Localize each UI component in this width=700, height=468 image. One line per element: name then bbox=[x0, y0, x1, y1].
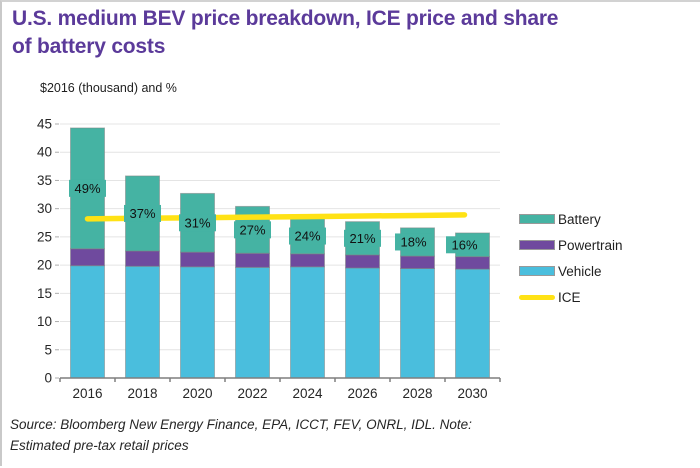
y-axis-label-25: 25 bbox=[37, 229, 52, 244]
chart-legend: Battery Powertrain Vehicle ICE bbox=[519, 211, 623, 315]
battery-share-label-bg-2030 bbox=[446, 236, 483, 254]
legend-item-battery: Battery bbox=[519, 211, 623, 227]
bar-segment-vehicle-2030 bbox=[455, 268, 490, 379]
legend-label-vehicle: Vehicle bbox=[558, 263, 602, 279]
x-axis-label-2030: 2030 bbox=[457, 386, 487, 401]
battery-share-label-2016: 49% bbox=[74, 181, 100, 196]
bar-segment-powertrain-2030 bbox=[455, 256, 490, 270]
legend-label-ice: ICE bbox=[558, 289, 581, 305]
y-axis-label-40: 40 bbox=[37, 145, 52, 160]
bar-segment-powertrain-2024 bbox=[290, 253, 325, 268]
battery-share-label-bg-2026 bbox=[344, 229, 381, 247]
battery-share-label-bg-2020 bbox=[179, 214, 216, 232]
y-axis-label-5: 5 bbox=[44, 342, 52, 357]
legend-item-powertrain: Powertrain bbox=[519, 237, 623, 253]
battery-share-label-bg-2024 bbox=[289, 227, 326, 245]
battery-share-label-2028: 18% bbox=[400, 234, 426, 249]
y-axis-label-45: 45 bbox=[37, 117, 52, 132]
bar-segment-powertrain-2018 bbox=[125, 250, 160, 267]
y-axis-label-35: 35 bbox=[37, 173, 52, 188]
x-axis-label-2026: 2026 bbox=[347, 386, 377, 401]
bar-segment-powertrain-2016 bbox=[70, 248, 105, 267]
battery-share-label-bg-2016 bbox=[69, 179, 106, 197]
y-axis-label-10: 10 bbox=[37, 314, 52, 329]
chart-title-line2: of battery costs bbox=[12, 35, 166, 58]
legend-item-vehicle: Vehicle bbox=[519, 263, 623, 279]
x-axis-label-2020: 2020 bbox=[182, 386, 212, 401]
legend-swatch-vehicle-icon bbox=[519, 266, 555, 276]
bar-segment-vehicle-2028 bbox=[400, 267, 435, 379]
x-axis-label-2016: 2016 bbox=[72, 386, 102, 401]
source-note: Source: Bloomberg New Energy Finance, EP… bbox=[10, 414, 690, 456]
bar-segment-vehicle-2022 bbox=[235, 266, 270, 379]
y-axis-label-30: 30 bbox=[37, 201, 52, 216]
battery-share-label-bg-2022 bbox=[234, 221, 271, 239]
legend-label-battery: Battery bbox=[558, 211, 601, 227]
x-axis-label-2028: 2028 bbox=[402, 386, 432, 401]
bar-segment-vehicle-2026 bbox=[345, 267, 380, 379]
axis-unit-label: $2016 (thousand) and % bbox=[40, 81, 177, 95]
legend-item-ice: ICE bbox=[519, 289, 623, 305]
x-axis-label-2024: 2024 bbox=[292, 386, 323, 401]
legend-label-powertrain: Powertrain bbox=[558, 237, 623, 253]
legend-swatch-battery-icon bbox=[519, 214, 555, 224]
y-axis-label-20: 20 bbox=[37, 258, 52, 273]
bar-segment-vehicle-2016 bbox=[70, 265, 105, 379]
legend-swatch-powertrain-icon bbox=[519, 240, 555, 250]
chart-title: U.S. medium BEV price breakdown, ICE pri… bbox=[12, 5, 672, 61]
legend-swatch-ice-icon bbox=[519, 294, 555, 300]
chart-title-line1: U.S. medium BEV price breakdown, ICE pri… bbox=[12, 7, 559, 30]
bar-segment-vehicle-2018 bbox=[125, 265, 160, 379]
battery-share-label-2020: 31% bbox=[184, 215, 210, 230]
source-note-line2: Estimated pre-tax retail prices bbox=[10, 438, 189, 453]
battery-share-label-2022: 27% bbox=[239, 222, 265, 237]
source-note-line1: Source: Bloomberg New Energy Finance, EP… bbox=[10, 417, 472, 432]
bar-segment-powertrain-2026 bbox=[345, 254, 380, 269]
battery-share-label-2026: 21% bbox=[349, 231, 375, 246]
y-axis-label-0: 0 bbox=[44, 371, 52, 386]
x-axis-label-2018: 2018 bbox=[127, 386, 157, 401]
bar-segment-vehicle-2024 bbox=[290, 266, 325, 379]
battery-share-label-2024: 24% bbox=[294, 229, 320, 244]
battery-share-label-2030: 16% bbox=[451, 237, 477, 252]
bar-segment-powertrain-2028 bbox=[400, 255, 435, 269]
x-axis-label-2022: 2022 bbox=[237, 386, 267, 401]
battery-share-label-2018: 37% bbox=[129, 206, 155, 221]
y-axis-label-15: 15 bbox=[37, 286, 52, 301]
battery-share-label-bg-2018 bbox=[124, 204, 161, 222]
battery-share-label-bg-2028 bbox=[395, 233, 432, 251]
bar-segment-powertrain-2020 bbox=[180, 251, 215, 268]
bar-segment-vehicle-2020 bbox=[180, 266, 215, 379]
bar-segment-powertrain-2022 bbox=[235, 252, 270, 268]
